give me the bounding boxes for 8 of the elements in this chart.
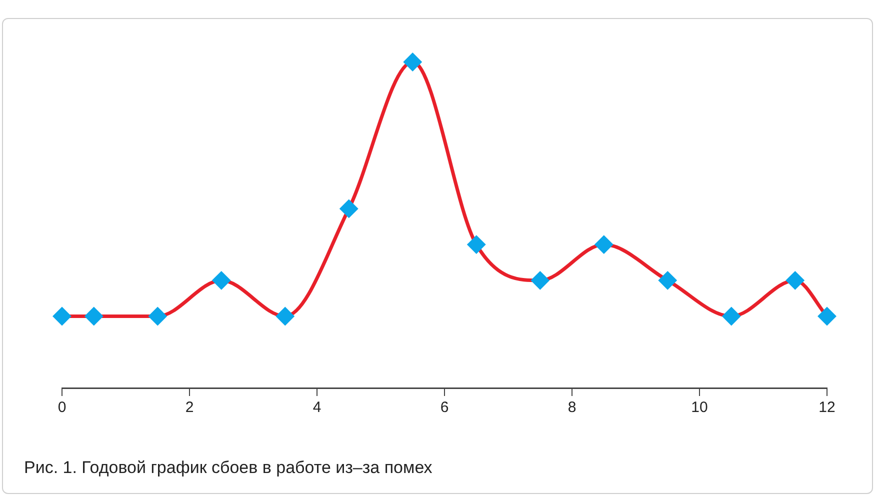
x-tick-label: 0 [58,399,66,416]
x-tick-label: 10 [691,399,708,416]
x-tick-label: 12 [818,399,836,416]
text: Рис. 1. Годовой график сбоев в работе из–за помех [24,458,432,478]
x-tick-label: 6 [440,399,449,416]
x-tick-label: 4 [312,399,322,416]
x-tick-label: 8 [568,399,576,416]
x-tick-label: 2 [185,399,194,416]
